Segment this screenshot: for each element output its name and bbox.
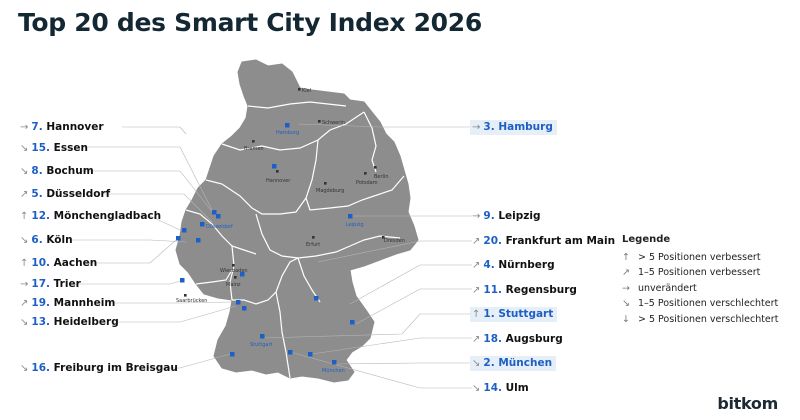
- marker-leipzig: [348, 214, 353, 219]
- marker-augsburg: [308, 352, 313, 357]
- marker-moenchengladbach: [182, 228, 187, 233]
- marker-trier: [180, 278, 185, 283]
- trend-arrow-icon: ↘: [20, 235, 29, 246]
- svg-text:Hannover: Hannover: [266, 178, 291, 184]
- marker-essen: [212, 210, 217, 215]
- svg-text:Düsseldorf: Düsseldorf: [206, 224, 233, 230]
- leader-lines-right: [261, 123, 472, 389]
- marker-aachen: [176, 236, 181, 241]
- svg-text:Berlin: Berlin: [374, 174, 389, 180]
- svg-text:München: München: [322, 368, 345, 374]
- legend-item: ↘ 1–5 Positionen verschlechtert: [622, 298, 779, 310]
- trend-arrow-icon: ↘: [20, 317, 29, 328]
- arrow-down-icon: ↓: [622, 313, 630, 325]
- trend-arrow-icon: ↘: [472, 383, 481, 394]
- arrow-up-right-icon: ↗: [622, 267, 630, 279]
- marker-hamburg: [285, 123, 290, 128]
- trend-arrow-icon: ↗: [472, 334, 481, 345]
- marker-mannheim: [236, 300, 241, 305]
- svg-text:Magdeburg: Magdeburg: [316, 188, 344, 194]
- legend-item: → unverändert: [622, 282, 697, 294]
- rank-item: ↗ 18. Augsburg: [472, 333, 563, 345]
- rank-item: ↘ 6. Köln: [20, 234, 73, 246]
- marker-muenchen: [332, 360, 337, 365]
- rank-item-highlighted: ↑ 1. Stuttgart: [470, 307, 558, 322]
- rank-item: ↗ 11. Regensburg: [472, 284, 577, 296]
- trend-arrow-icon: →: [472, 122, 481, 133]
- trend-arrow-icon: ↗: [472, 285, 481, 296]
- germany-shape: [175, 59, 419, 383]
- svg-text:Kiel: Kiel: [302, 88, 311, 94]
- rank-item: → 7. Hannover: [20, 121, 104, 133]
- trend-arrow-icon: ↘: [20, 143, 29, 154]
- rank-item: ↑ 10. Aachen: [20, 257, 98, 269]
- rank-item: ↑ 12. Mönchengladbach: [20, 210, 162, 222]
- rank-item: ↗ 20. Frankfurt am Main: [472, 235, 616, 247]
- marker-regensburg: [350, 320, 355, 325]
- rank-item-highlighted: ↘ 2. München: [470, 356, 557, 371]
- arrow-down-right-icon: ↘: [622, 298, 630, 310]
- svg-text:Dresden: Dresden: [384, 238, 405, 244]
- rank-item: ↘ 15. Essen: [20, 142, 88, 154]
- trend-arrow-icon: ↘: [20, 166, 29, 177]
- leader-lines-left: [70, 126, 237, 369]
- trend-arrow-icon: ↘: [20, 363, 29, 374]
- trend-arrow-icon: ↗: [20, 189, 29, 200]
- rank-item: → 17. Trier: [20, 278, 81, 290]
- svg-text:Stuttgart: Stuttgart: [250, 342, 273, 348]
- trend-arrow-icon: ↗: [20, 298, 29, 309]
- trend-arrow-icon: ↑: [20, 258, 29, 269]
- trend-arrow-icon: →: [472, 211, 481, 222]
- trend-arrow-icon: ↘: [472, 358, 481, 369]
- legend-item: ↑ > 5 Positionen verbessert: [622, 252, 761, 263]
- legend-title: Legende: [622, 234, 671, 245]
- trend-arrow-icon: ↑: [472, 309, 481, 320]
- rank-item: ↘ 13. Heidelberg: [20, 316, 119, 328]
- rank-item: ↗ 4. Nürnberg: [472, 259, 555, 271]
- svg-text:Erfurt: Erfurt: [306, 242, 320, 248]
- rank-item: ↘ 8. Bochum: [20, 165, 94, 177]
- rank-item: → 9. Leipzig: [472, 210, 541, 222]
- ranked-city-markers: Hamburg Düsseldorf Leipzig Stuttgart Mün…: [176, 123, 364, 374]
- svg-text:Mainz: Mainz: [226, 282, 241, 288]
- trend-arrow-icon: ↑: [20, 211, 29, 222]
- legend-item: ↓ > 5 Positionen verschlechtert: [622, 313, 779, 325]
- state-capitals: Kiel Schwerin Bremen Hannover Berlin Pot…: [176, 88, 405, 304]
- svg-text:Leipzig: Leipzig: [346, 222, 364, 228]
- svg-text:Potsdam: Potsdam: [356, 180, 378, 186]
- marker-duesseldorf: [200, 222, 205, 227]
- rank-item-highlighted: → 3. Hamburg: [470, 120, 557, 135]
- trend-arrow-icon: ↗: [472, 236, 481, 247]
- rank-item: ↗ 5. Düsseldorf: [20, 188, 111, 200]
- svg-text:Saarbrücken: Saarbrücken: [176, 298, 207, 304]
- svg-text:Hamburg: Hamburg: [276, 130, 299, 136]
- trend-arrow-icon: →: [20, 279, 29, 290]
- svg-text:Bremen: Bremen: [244, 146, 264, 152]
- marker-frankfurt: [240, 272, 245, 277]
- legend: Legende ↑ > 5 Positionen verbessert ↗ 1–5 …: [622, 234, 778, 329]
- marker-koeln: [196, 238, 201, 243]
- trend-arrow-icon: →: [20, 122, 29, 133]
- marker-ulm: [288, 350, 293, 355]
- bitkom-logo: bitkom: [717, 394, 778, 413]
- marker-heidelberg: [242, 306, 247, 311]
- legend-item: ↗ 1–5 Positionen verbessert: [622, 267, 761, 279]
- trend-arrow-icon: ↗: [472, 260, 481, 271]
- marker-freiburg: [230, 352, 235, 357]
- marker-hannover: [272, 164, 277, 169]
- marker-stuttgart: [260, 334, 265, 339]
- page-title: Top 20 des Smart City Index 2026: [18, 8, 482, 37]
- marker-bochum: [216, 214, 221, 219]
- rank-item: ↘ 14. Ulm: [472, 382, 529, 394]
- marker-nuernberg: [314, 296, 319, 301]
- rank-item: ↘ 16. Freiburg im Breisgau: [20, 362, 178, 374]
- rank-item: ↗ 19. Mannheim: [20, 297, 116, 309]
- arrow-right-icon: →: [622, 282, 630, 294]
- svg-text:Schwerin: Schwerin: [322, 120, 345, 126]
- svg-text:Wiesbaden: Wiesbaden: [220, 268, 248, 274]
- arrow-up-icon: ↑: [622, 252, 630, 263]
